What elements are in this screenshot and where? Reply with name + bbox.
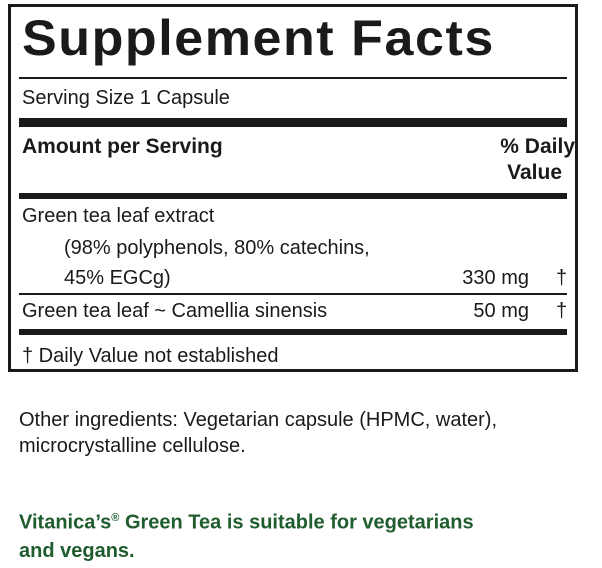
footnote: † Daily Value not established bbox=[22, 345, 279, 367]
supplement-facts-panel: Supplement Facts Serving Size 1 Capsule … bbox=[8, 4, 578, 372]
daily-value-header-line2: Value bbox=[507, 161, 562, 184]
daily-value-header-line1: % Daily bbox=[500, 135, 575, 158]
other-ingredients-line2: microcrystalline cellulose. bbox=[19, 435, 246, 457]
claim-line1-text: Green Tea is suitable for vegetarians bbox=[119, 511, 474, 534]
claim-line1: Vitanica’s® Green Tea is suitable for ve… bbox=[19, 504, 579, 537]
ingredient-amount: 330 mg bbox=[462, 267, 529, 289]
other-ingredients: Other ingredients: Vegetarian capsule (H… bbox=[19, 407, 579, 459]
serving-size: Serving Size 1 Capsule bbox=[22, 87, 230, 109]
other-ingredients-line1: Other ingredients: Vegetarian capsule (H… bbox=[19, 409, 497, 431]
registered-mark: ® bbox=[111, 512, 120, 524]
ingredient-daily-value: † bbox=[556, 267, 568, 289]
ingredient-name: Green tea leaf ~ Camellia sinensis bbox=[22, 300, 328, 322]
divider-mid bbox=[19, 193, 567, 199]
amount-per-serving-header: Amount per Serving bbox=[22, 135, 223, 158]
divider-mid bbox=[19, 329, 567, 335]
ingredient-daily-value: † bbox=[556, 300, 568, 322]
ingredient-detail: 45% EGCg) bbox=[64, 267, 171, 289]
daily-value-header: % Daily Value bbox=[455, 134, 575, 186]
vegetarian-claim: Vitanica’s® Green Tea is suitable for ve… bbox=[19, 504, 579, 565]
brand-name: Vitanica’s bbox=[19, 511, 112, 534]
divider bbox=[19, 77, 567, 79]
divider bbox=[19, 293, 567, 295]
panel-title: Supplement Facts bbox=[22, 10, 495, 66]
ingredient-detail: (98% polyphenols, 80% catechins, bbox=[64, 237, 370, 259]
claim-line2: and vegans. bbox=[19, 539, 135, 562]
divider-thick bbox=[19, 118, 567, 127]
ingredient-name: Green tea leaf extract bbox=[22, 205, 215, 227]
ingredient-amount: 50 mg bbox=[473, 300, 529, 322]
